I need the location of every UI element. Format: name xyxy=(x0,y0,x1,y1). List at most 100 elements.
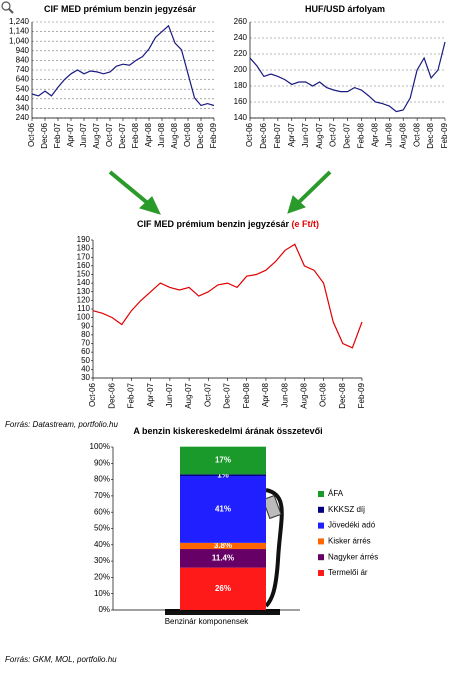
y-tick-label: 100 xyxy=(77,313,91,322)
x-tick-label: Aug-07 xyxy=(184,382,193,408)
title-text: CIF MED prémium benzin jegyzésár xyxy=(137,219,290,229)
x-tick-label: Apr-08 xyxy=(144,122,153,147)
x-tick-label: Feb-07 xyxy=(273,122,282,148)
x-tick-label: Jun-08 xyxy=(157,122,166,147)
x-tick-label: Dec-07 xyxy=(223,382,232,408)
x-tick-label: Feb-07 xyxy=(127,382,136,408)
chart-title: HUF/USD árfolyam xyxy=(305,4,385,14)
y-tick-label: 180 xyxy=(234,81,248,90)
x-tick-label: Jun-07 xyxy=(79,122,88,147)
y-tick-label: 340 xyxy=(16,104,30,113)
y-tick-label: 100% xyxy=(90,442,110,451)
y-tick-label: 140 xyxy=(234,113,248,122)
y-tick-label: 50% xyxy=(94,524,110,533)
legend-swatch xyxy=(318,570,324,576)
x-tick-label: Apr-07 xyxy=(66,122,75,147)
source: Forrás: Datastream, portfolio.hu xyxy=(5,420,118,429)
y-tick-label: 240 xyxy=(16,113,30,122)
value-label: 3.8% xyxy=(214,541,232,550)
y-tick-label: 120 xyxy=(77,295,91,304)
x-tick-label: Aug-07 xyxy=(315,122,324,148)
line xyxy=(92,243,363,349)
bar-segment xyxy=(180,542,266,550)
x-tick-label: Apr-07 xyxy=(287,122,296,147)
bar-segment xyxy=(180,476,266,543)
y-tick-label: 740 xyxy=(16,65,30,74)
x-tick-label: Aug-07 xyxy=(92,122,101,148)
y-tick-label: 0% xyxy=(98,605,110,614)
x-tick-label: Dec-08 xyxy=(196,122,205,148)
legend-swatch xyxy=(318,506,324,513)
x-tick-label: Dec-06 xyxy=(40,122,49,148)
y-tick-label: 180 xyxy=(77,244,91,253)
x-tick-label: Feb-08 xyxy=(242,382,251,408)
y-tick-label: 150 xyxy=(77,270,91,279)
x-tick-label: Feb-09 xyxy=(440,122,449,148)
legend-swatch xyxy=(318,491,324,497)
value-label: 17% xyxy=(215,456,231,465)
y-tick-label: 1,240 xyxy=(9,17,30,26)
line xyxy=(249,41,446,113)
x-tick-label: Apr-08 xyxy=(370,122,379,147)
y-tick-label: 200 xyxy=(234,65,248,74)
y-tick-label: 60% xyxy=(94,507,110,516)
y-tick-label: 70 xyxy=(81,339,90,348)
x-tick-label: Oct-07 xyxy=(329,122,338,147)
x-tick-label: Dec-08 xyxy=(426,122,435,148)
x-tick-label: Oct-08 xyxy=(183,122,192,147)
x-tick-label: Feb-07 xyxy=(53,122,62,148)
y-tick-label: 140 xyxy=(77,278,91,287)
nozzle xyxy=(262,488,284,608)
y-tick-label: 940 xyxy=(16,46,30,55)
x-tick-label: Oct-06 xyxy=(27,122,36,147)
x-tick-label: Oct-07 xyxy=(105,122,114,147)
x-tick-label: Jun-07 xyxy=(301,122,310,147)
chart-title: CIF MED prémium benzin jegyzésár xyxy=(44,4,197,14)
x-tick-label: Feb-09 xyxy=(209,122,218,148)
legend-label: KKKSZ díj xyxy=(328,505,365,514)
arrows xyxy=(108,170,332,215)
y-tick-label: 1,040 xyxy=(9,36,30,45)
legend-swatch xyxy=(318,554,324,561)
x-tick-label: Oct-08 xyxy=(319,382,328,407)
x-tick-label: Oct-06 xyxy=(88,382,97,407)
x-tick-label: Oct-08 xyxy=(412,122,421,147)
title-text: A benzin kiskereskedelmi árának összetev… xyxy=(133,426,322,436)
x-tick-label: Jun-07 xyxy=(165,382,174,407)
y-tick-label: 10% xyxy=(94,589,110,598)
x-tick-label: Dec-07 xyxy=(343,122,352,148)
y-tick-label: 90% xyxy=(94,458,110,467)
y-tick-label: 540 xyxy=(16,84,30,93)
x-tick-label: Jun-08 xyxy=(280,382,289,407)
y-tick-label: 160 xyxy=(234,97,248,106)
y-tick-label: 80% xyxy=(94,475,110,484)
x-tick-label: Apr-07 xyxy=(146,382,155,407)
x-tick-label: Jun-08 xyxy=(384,122,393,147)
title-text: HUF/USD árfolyam xyxy=(305,4,385,14)
x-tick-label: Dec-06 xyxy=(107,382,116,408)
y-tick-label: 110 xyxy=(77,304,90,313)
value-label: 41% xyxy=(215,505,231,514)
chart-title: CIF MED prémium benzin jegyzésár (e Ft/t… xyxy=(137,219,319,229)
x-tick-label: Aug-08 xyxy=(170,122,179,148)
x-tick-label: Apr-08 xyxy=(261,382,270,407)
bar-segment xyxy=(180,446,266,475)
y-tick-label: 240 xyxy=(234,33,248,42)
line xyxy=(31,24,215,107)
legend-label: Termelői ár xyxy=(328,568,368,577)
y-tick-label: 60 xyxy=(81,347,90,356)
y-tick-label: 640 xyxy=(16,75,30,84)
chart-title: A benzin kiskereskedelmi árának összetev… xyxy=(133,426,322,436)
legend-label: Nagyker árrés xyxy=(328,552,378,561)
y-tick-label: 160 xyxy=(77,261,91,270)
x-tick-label: Aug-08 xyxy=(299,382,308,408)
unit: (e Ft/t) xyxy=(292,219,320,229)
bar-segment xyxy=(180,474,266,477)
bar-segment xyxy=(180,567,266,610)
x-tick-label: Feb-09 xyxy=(357,382,366,408)
legend-swatch xyxy=(318,538,324,545)
y-tick-label: 170 xyxy=(77,252,91,261)
x-tick-label: Aug-08 xyxy=(398,122,407,148)
value-label: 11.4% xyxy=(212,553,234,562)
